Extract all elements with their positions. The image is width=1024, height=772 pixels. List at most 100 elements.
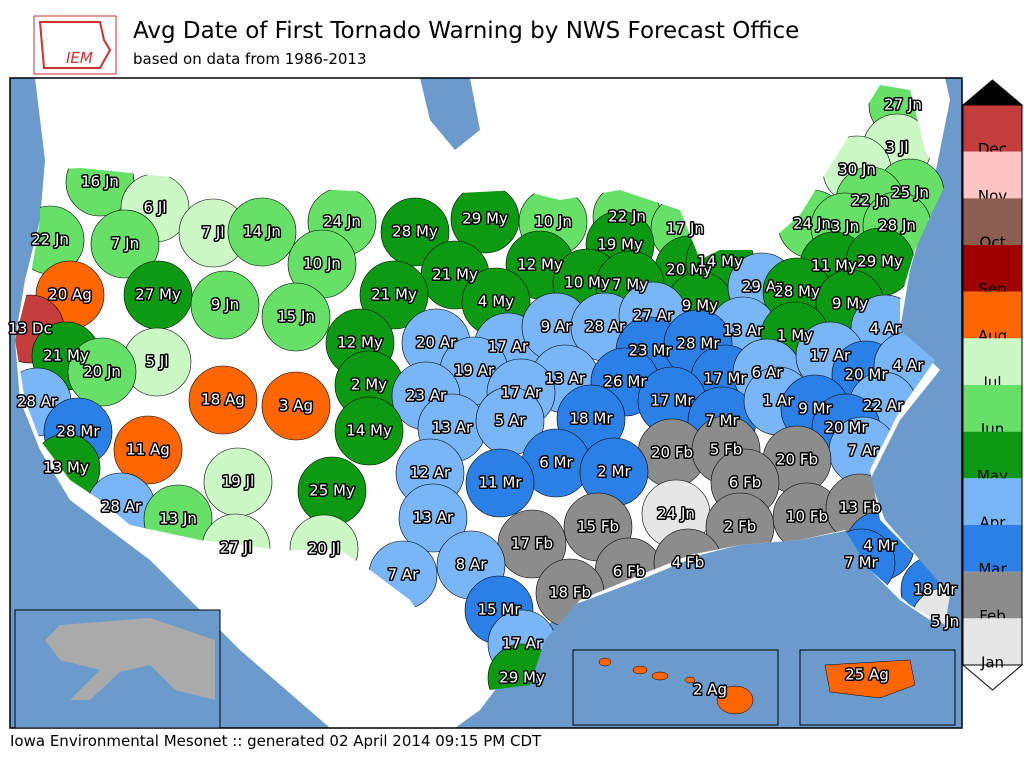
region-label: 3 Ag [279,397,313,415]
region-area [67,337,137,407]
region-label: 29 My [499,669,545,687]
legend-swatch [963,385,1022,432]
region-label: 13 Ar [413,509,454,527]
region-label: 21 My [432,266,478,284]
legend-swatch [963,105,1022,152]
region-label: 11 My [811,257,857,275]
footer: Iowa Environmental Mesonet :: generated … [10,732,542,750]
region-label: 16 Jn [81,173,119,191]
legend-swatch [963,245,1022,292]
region-label: 17 Ar [488,338,529,356]
region-label: 29 My [462,210,508,228]
logo-state [38,21,112,69]
region-label: 20 Mr [845,366,889,384]
region-label: 28 Jn [878,217,916,235]
region-label: 21 My [43,347,89,365]
region-label: 13 Ar [545,370,586,388]
region-area [113,415,183,485]
alaska-land [45,618,215,700]
region-label: 9 Jn [211,296,239,314]
region-label: 21 My [371,286,417,304]
island [824,659,916,699]
region-label: 17 Ar [501,384,542,402]
region-label: 6 Jl [144,199,167,217]
region-label: 28 Ar [585,318,626,336]
region-label: 17 Mr [704,370,748,388]
region-label: 11 Ag [126,441,170,459]
region-label: 6 Fb [729,474,761,492]
region-label: 24 Jn [323,213,361,231]
region-label: 25 Jn [891,184,929,202]
region-label: 8 Ar [456,556,488,574]
region-label: 3 Jl [886,139,909,157]
region-label: 15 Jn [277,308,315,326]
subtitle: based on data from 1986-2013 [133,50,367,68]
region-label: 19 Ar [454,362,495,380]
region-label: 19 Jl [222,473,254,491]
region-label: 15 Fb [577,518,619,536]
region-label: 10 My [564,274,610,292]
legend-swatch [963,571,1022,619]
region-label: 2 Mr [597,463,631,481]
region-label: 29 My [857,253,903,271]
region-label: 18 Mr [570,410,614,428]
region-label: 17 Fb [511,535,553,553]
region-label: 10 Jn [303,255,341,273]
region-labels: 16 Jn 6 Jl 7 Jl 14 Jn 24 Jn 28 My 29 My 10 Jn 22… [7,94,961,700]
hudson-bay [420,78,480,150]
region-label: 27 Jl [220,539,252,557]
region-label: 27 My [135,286,181,304]
region-label: 13 Dc [8,320,52,338]
region-label: 5 Jn [931,613,959,631]
region-label: 13 Ar [723,322,764,340]
region-label: 27 Jn [884,96,922,114]
island [684,676,696,684]
region-label: 14 My [697,253,743,271]
legend-swatch [963,525,1022,572]
region-label: 27 Ar [633,307,674,325]
region-label: 6 Ar [752,364,784,382]
region-label: 7 Jn [111,235,139,253]
map-frame [9,77,963,729]
region-label: 18 Fb [549,584,591,602]
hawaii-inset [572,649,779,726]
region-label: 4 Ar [870,320,902,338]
region-label: 4 Fb [672,554,704,572]
region-label: 13 Jn [159,510,197,528]
region-label: 20 Mr [825,419,869,437]
region-label: 28 My [392,223,438,241]
region-label: 5 Fb [710,441,742,459]
region-label: 17 Ar [502,635,543,653]
region-label: 22 Ar [863,397,904,415]
region-label: 24 Jn [657,505,695,523]
island [651,671,669,681]
region-area [380,197,450,267]
region-area [188,365,258,435]
region-label: 17 Mr [651,392,695,410]
region-label: 6 Mr [539,454,573,472]
title: Avg Date of First Tornado Warning by NWS… [133,18,799,44]
region-area [261,371,331,441]
puerto-rico-inset [799,649,956,726]
region-label: 20 Jn [83,363,121,381]
island [598,657,612,667]
region-label: 17 Ar [810,347,851,365]
region-label: 11 Mr [479,474,523,492]
legend-swatch [963,478,1022,525]
region-label: 25 Ag [845,666,889,684]
region-label: 14 My [346,422,392,440]
region-area [334,396,404,466]
region-label: 9 Ar [541,318,573,336]
region-label: 5 Jl [146,353,169,371]
region-label: 20 Jl [308,540,340,558]
region-area [465,448,535,518]
region-label: 28 Mr [677,335,721,353]
region-label: 28 Ar [101,498,142,516]
region-label: 4 Ar [893,357,925,375]
region-label: 9 My [682,297,718,315]
island [632,665,648,675]
region-area [398,483,468,553]
region-label: 2 Fb [724,518,756,536]
region-label: 7 Mr [844,554,878,572]
